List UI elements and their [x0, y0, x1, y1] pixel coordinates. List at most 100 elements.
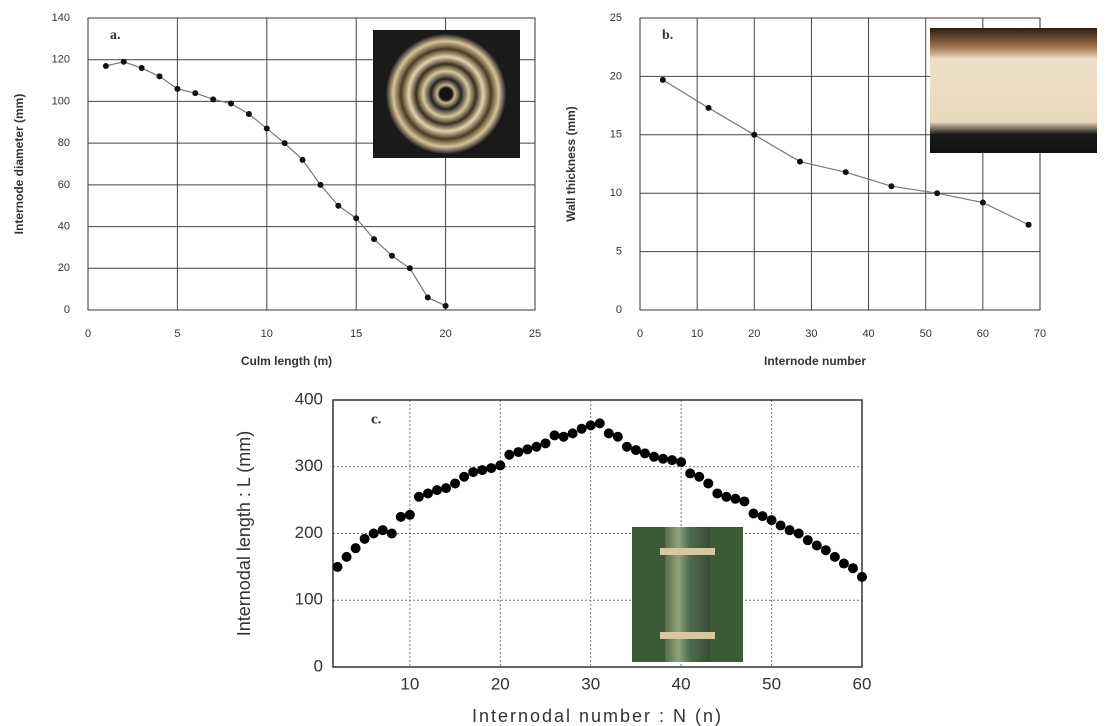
x-tick-label: 25 [529, 328, 541, 340]
data-point [639, 448, 650, 459]
data-point [659, 76, 666, 83]
data-point [332, 561, 343, 572]
data-point [477, 465, 488, 476]
data-point [621, 441, 632, 452]
y-tick-label: 120 [52, 54, 70, 66]
x-tick-label: 0 [637, 328, 643, 340]
data-point [245, 110, 252, 117]
data-point [138, 65, 145, 72]
data-point [811, 540, 822, 551]
data-point [802, 535, 813, 546]
data-point [658, 453, 669, 464]
data-point [1025, 221, 1032, 228]
y-tick-label: 140 [52, 12, 70, 24]
data-point [120, 58, 127, 65]
data-point [350, 543, 361, 554]
data-point [558, 431, 569, 442]
data-line [105, 61, 446, 307]
panel-annotation: b. [662, 28, 673, 43]
data-point [603, 428, 614, 439]
y-tick-label: 400 [295, 389, 323, 408]
data-point [174, 85, 181, 92]
data-point [685, 468, 696, 479]
x-tick-label: 60 [977, 328, 989, 340]
data-point [317, 181, 324, 188]
data-point [576, 423, 587, 434]
data-point [192, 90, 199, 97]
data-point [705, 104, 712, 111]
data-point [395, 511, 406, 522]
data-point [486, 463, 497, 474]
x-tick-label: 50 [762, 674, 781, 693]
data-point [386, 528, 397, 539]
y-tick-label: 80 [58, 137, 70, 149]
data-point [842, 169, 849, 176]
data-point [712, 488, 723, 499]
data-point [594, 418, 605, 429]
y-axis-label: Internodal length : L (mm) [234, 431, 254, 636]
data-point [404, 509, 415, 520]
plot-frame [332, 399, 863, 668]
x-axis-label: Internodal number : N (n) [472, 706, 723, 726]
data-point [857, 571, 867, 582]
data-point [413, 491, 424, 502]
data-point [422, 488, 433, 499]
data-point [442, 302, 449, 309]
data-point [531, 441, 542, 452]
data-point [459, 471, 470, 482]
y-tick-label: 10 [610, 187, 622, 199]
chart-panel: 0 20 40 60 80 100 120 140 0 5 10 15 20 25 a. Culm lengt… [12, 12, 541, 368]
data-point [299, 156, 306, 163]
data-point [368, 528, 379, 539]
data-point [751, 131, 758, 138]
data-point [793, 528, 804, 539]
data-point [667, 455, 678, 466]
data-point [388, 252, 395, 259]
data-point [757, 511, 768, 522]
x-tick-label: 5 [174, 328, 180, 340]
x-tick-label: 40 [672, 674, 691, 693]
y-tick-label: 0 [64, 304, 70, 316]
data-point [775, 520, 786, 531]
y-tick-label: 40 [58, 220, 70, 232]
data-point [797, 158, 803, 165]
chart-panel: 0 100 200 300 400 10 20 30 40 50 60 c. Internodal nu… [234, 389, 872, 725]
x-axis-label: Internode number [764, 354, 866, 368]
x-tick-label: 60 [853, 674, 872, 693]
y-tick-label: 200 [295, 523, 323, 542]
data-point [468, 467, 479, 478]
y-tick-label: 100 [295, 590, 323, 609]
y-tick-label: 5 [616, 246, 622, 258]
data-point [838, 558, 849, 569]
inset-photo-a [373, 30, 520, 158]
y-tick-label: 300 [295, 456, 323, 475]
data-point [450, 478, 461, 489]
data-point [281, 140, 288, 147]
data-point [156, 73, 163, 80]
data-point [353, 215, 360, 222]
data-point [888, 183, 895, 190]
data-point [263, 125, 270, 132]
data-point [649, 451, 660, 462]
x-tick-label: 30 [805, 328, 817, 340]
data-point [504, 449, 515, 460]
x-tick-label: 20 [491, 674, 510, 693]
inset-photo-b [930, 28, 1097, 153]
inset-photo-c [632, 527, 743, 662]
y-tick-label: 20 [610, 70, 622, 82]
x-tick-label: 10 [400, 674, 419, 693]
data-point [694, 471, 705, 482]
data-point [371, 236, 378, 243]
data-point [784, 525, 795, 536]
x-tick-label: 20 [748, 328, 760, 340]
x-tick-label: 40 [862, 328, 874, 340]
data-point [335, 202, 342, 209]
y-tick-label: 0 [314, 656, 323, 675]
data-point [934, 190, 941, 197]
data-point [341, 551, 352, 562]
data-point [549, 430, 560, 441]
y-axis-label: Internode diameter (mm) [12, 94, 26, 235]
data-point [820, 545, 831, 556]
data-point [441, 483, 452, 494]
